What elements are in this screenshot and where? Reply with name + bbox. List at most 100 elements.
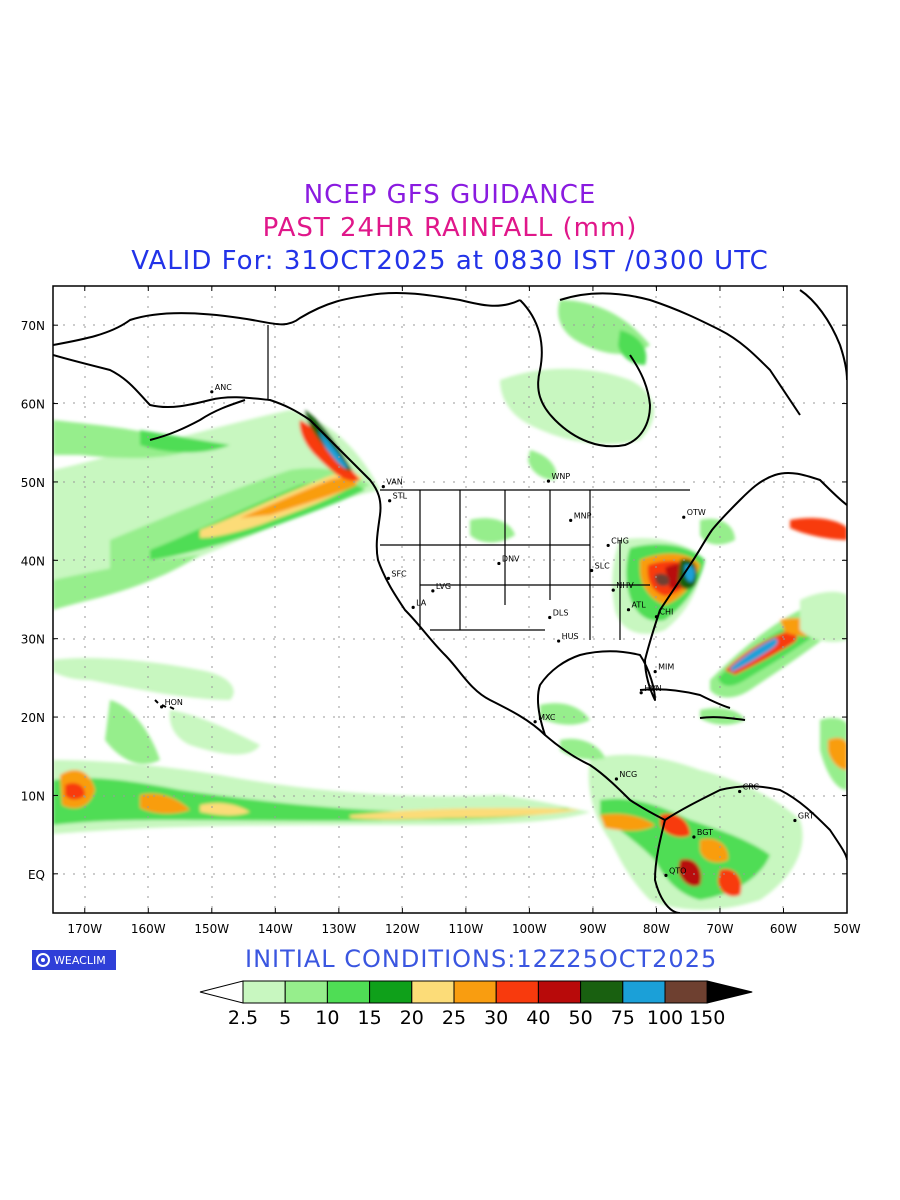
city-marker (386, 576, 390, 580)
lon-label: 60W (770, 922, 797, 936)
latitude-labels: 70N 60N 50N 40N 30N 20N 10N EQ (21, 319, 45, 882)
lon-label: 50W (833, 922, 860, 936)
legend-label: 25 (442, 1007, 466, 1029)
lat-label: 50N (21, 476, 45, 490)
city-marker (411, 605, 415, 609)
city-label: BGT (697, 828, 713, 837)
legend-swatch (580, 980, 624, 1004)
lat-label: 40N (21, 554, 45, 568)
city-label: NHV (616, 581, 634, 590)
legend-arrow-high (706, 980, 753, 1004)
lon-label: 100W (512, 922, 547, 936)
lat-label: 20N (21, 711, 45, 725)
city-label: DNV (502, 554, 520, 563)
city-labels: ANC VAN STL WNP MNP OTW CHG DNV SLC SFC LVG NHV LA AT… (160, 383, 814, 877)
legend-label: 75 (611, 1007, 635, 1029)
city-marker (664, 873, 668, 877)
city-label: ANC (215, 383, 232, 392)
city-label: OTW (687, 508, 706, 517)
title-line-valid-time: VALID For: 31OCT2025 at 0830 IST /0300 U… (131, 246, 769, 276)
lat-label: 30N (21, 633, 45, 647)
city-marker (692, 835, 696, 839)
coastlines (53, 289, 847, 913)
legend-label: 150 (689, 1007, 725, 1029)
legend-swatch (411, 980, 455, 1004)
city-marker (682, 515, 686, 519)
city-label: HON (165, 698, 183, 707)
city-label: QTO (669, 866, 686, 875)
city-label: LA (416, 598, 427, 607)
city-label: CRC (743, 783, 760, 792)
city-marker (639, 691, 643, 695)
lon-label: 110W (448, 922, 483, 936)
city-marker (431, 589, 435, 593)
city-label: STL (393, 492, 408, 501)
city-label: VAN (386, 478, 402, 487)
city-marker (497, 561, 501, 566)
city-label: MIM (658, 663, 674, 672)
city-label: LVG (436, 582, 451, 591)
lon-label: 160W (131, 922, 166, 936)
city-label: GRT (798, 812, 814, 821)
city-label: CHG (611, 536, 629, 545)
legend-label: 15 (358, 1007, 382, 1029)
city-marker (548, 615, 552, 620)
city-marker (793, 818, 797, 823)
city-marker (626, 608, 631, 612)
political-boundaries (267, 325, 690, 640)
city-label: HVN (644, 684, 661, 693)
lon-label: 150W (194, 922, 229, 936)
legend-label: 100 (647, 1007, 683, 1029)
city-marker (569, 518, 573, 522)
city-marker (654, 615, 659, 619)
lon-label: 140W (258, 922, 293, 936)
lat-label: 60N (21, 398, 45, 412)
city-label: SFC (391, 569, 407, 578)
lon-label: 170W (67, 922, 102, 936)
legend-label: 10 (315, 1007, 339, 1029)
lon-label: 90W (579, 922, 606, 936)
copyright-icon (36, 953, 50, 967)
weaclim-badge: WEACLIM (32, 950, 116, 970)
city-label: SLC (595, 562, 611, 571)
legend-label: 50 (569, 1007, 593, 1029)
legend-label: 5 (279, 1007, 291, 1029)
city-marker (614, 777, 619, 781)
map-frame (52, 285, 848, 914)
axis-ticks (53, 286, 848, 913)
lat-label: EQ (28, 868, 45, 882)
legend-label: 30 (484, 1007, 508, 1029)
lon-label: 80W (643, 922, 670, 936)
city-marker (557, 639, 561, 643)
lon-label: 70W (706, 922, 733, 936)
city-label: CHI (659, 608, 673, 617)
legend-swatch (622, 980, 666, 1004)
city-marker (611, 588, 615, 592)
legend-arrow-low (199, 980, 244, 1004)
city-label: HUS (562, 632, 579, 641)
city-label: MNP (574, 511, 592, 520)
legend-label: 40 (526, 1007, 550, 1029)
legend-swatch (369, 980, 413, 1004)
legend-swatch (453, 980, 497, 1004)
legend-swatch (537, 980, 582, 1004)
city-marker (388, 499, 392, 503)
city-marker (546, 479, 551, 483)
city-marker (381, 485, 385, 489)
lon-label: 130W (321, 922, 356, 936)
title-line-model: NCEP GFS GUIDANCE (303, 180, 597, 210)
city-marker (738, 789, 742, 794)
legend-swatch (284, 980, 328, 1004)
legend-label: 20 (400, 1007, 424, 1029)
lat-label: 10N (21, 789, 45, 803)
badge-text: WEACLIM (54, 953, 106, 967)
lon-label: 120W (385, 922, 420, 936)
city-marker (590, 568, 594, 573)
lat-label: 70N (21, 319, 45, 333)
city-label: MXC (538, 713, 556, 722)
city-label: ATL (631, 601, 646, 610)
longitude-labels: 170W 160W 150W 140W 130W 120W 110W 100W 90W 80W 70… (67, 922, 860, 936)
city-marker (606, 543, 610, 548)
city-label: WNP (551, 472, 570, 481)
